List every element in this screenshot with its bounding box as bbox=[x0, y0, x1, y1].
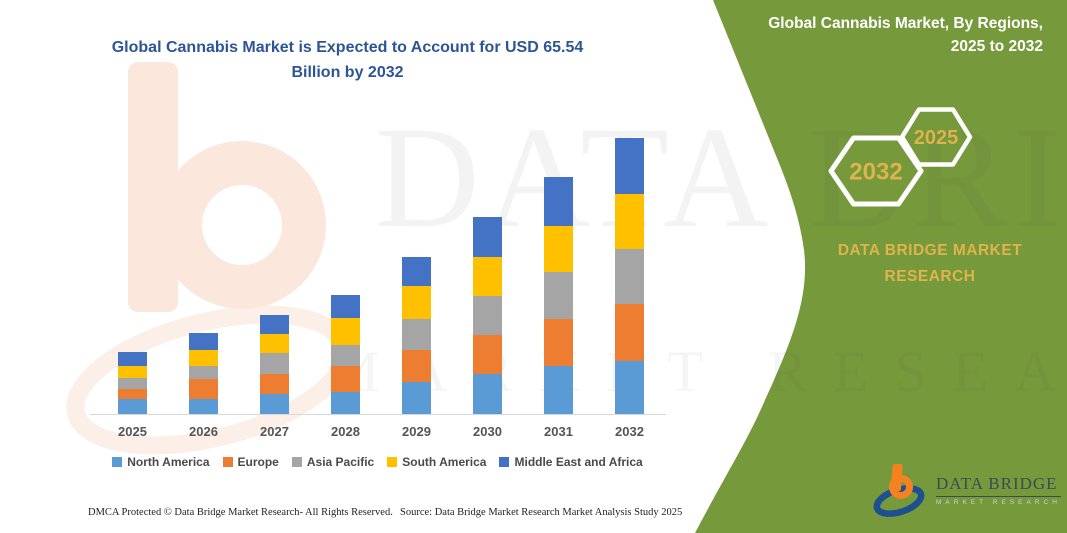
footer-dmca-text: DMCA Protected © Data Bridge Market Rese… bbox=[88, 507, 393, 518]
bar-2027 bbox=[260, 315, 289, 414]
category-label-2026: 2026 bbox=[189, 424, 218, 439]
bar-segment-south-america bbox=[331, 318, 360, 345]
bar-segment-europe bbox=[473, 334, 502, 374]
bar-segment-asia-pacific bbox=[544, 272, 573, 319]
category-label-2025: 2025 bbox=[118, 424, 147, 439]
panel-heading: Global Cannabis Market, By Regions, 2025… bbox=[713, 12, 1043, 59]
bar-segment-south-america bbox=[260, 334, 289, 354]
bar-segment-south-america bbox=[544, 226, 573, 273]
bar-segment-europe bbox=[402, 350, 431, 382]
brand-text-line2: RESEARCH bbox=[884, 268, 976, 286]
category-label-2029: 2029 bbox=[402, 424, 431, 439]
legend-swatch-icon bbox=[291, 457, 302, 467]
bar-segment-middle-east-and-africa bbox=[189, 332, 218, 350]
bar-segment-middle-east-and-africa bbox=[615, 137, 644, 194]
bar-segment-south-america bbox=[118, 365, 147, 379]
hexagon-2032 bbox=[828, 135, 924, 207]
bar-segment-middle-east-and-africa bbox=[118, 352, 147, 366]
legend-item-north-america: North America bbox=[112, 455, 210, 469]
bar-segment-europe bbox=[118, 388, 147, 399]
bar-segment-middle-east-and-africa bbox=[544, 177, 573, 227]
panel-heading-line2: 2025 to 2032 bbox=[950, 38, 1043, 56]
brand-text-line1: DATA BRIDGE MARKET bbox=[837, 242, 1023, 259]
chart-title-line1: Global Cannabis Market is Expected to Ac… bbox=[111, 39, 584, 56]
legend-swatch-icon bbox=[387, 457, 398, 467]
bar-segment-north-america bbox=[402, 381, 431, 414]
chart-title-line2: Billion by 2032 bbox=[291, 63, 404, 81]
bar-segment-middle-east-and-africa bbox=[402, 256, 431, 287]
bar-2029 bbox=[402, 256, 431, 414]
bar-segment-asia-pacific bbox=[189, 365, 218, 380]
legend-label: South America bbox=[402, 455, 487, 469]
bar-2031 bbox=[544, 177, 573, 414]
bar-segment-middle-east-and-africa bbox=[260, 315, 289, 335]
legend-item-europe: Europe bbox=[222, 455, 279, 469]
bar-segment-asia-pacific bbox=[402, 319, 431, 351]
panel-heading-line1: Global Cannabis Market, By Regions, bbox=[768, 15, 1043, 32]
bar-segment-middle-east-and-africa bbox=[473, 217, 502, 257]
bar-2026 bbox=[189, 332, 218, 414]
hexagon-2025-label: 2025 bbox=[914, 127, 959, 149]
bar-segment-north-america bbox=[331, 391, 360, 414]
bar-segment-south-america bbox=[473, 256, 502, 296]
legend-swatch-icon bbox=[499, 457, 510, 467]
dbmr-logo: DATA BRIDGE MARKET RESEARCH bbox=[872, 460, 1061, 518]
bar-segment-south-america bbox=[615, 193, 644, 249]
logo-text-block: DATA BRIDGE MARKET RESEARCH bbox=[936, 474, 1061, 506]
hexagon-2032-label: 2032 bbox=[849, 159, 902, 186]
legend-swatch-icon bbox=[222, 457, 233, 467]
dbmr-b-watermark-icon bbox=[66, 62, 354, 455]
category-label-2030: 2030 bbox=[473, 424, 502, 439]
legend-label: North America bbox=[127, 455, 210, 469]
logo-subtitle: MARKET RESEARCH bbox=[936, 499, 1061, 506]
bar-2030 bbox=[473, 217, 502, 414]
category-label-2028: 2028 bbox=[331, 424, 360, 439]
bar-segment-asia-pacific bbox=[260, 353, 289, 374]
bar-segment-north-america bbox=[615, 360, 644, 414]
legend-item-asia-pacific: Asia Pacific bbox=[291, 455, 375, 469]
footer-source-text: Source: Data Bridge Market Research Mark… bbox=[400, 507, 683, 518]
bar-segment-asia-pacific bbox=[118, 378, 147, 389]
brand-text: DATA BRIDGE MARKET RESEARCH bbox=[800, 238, 1060, 291]
bar-2028 bbox=[331, 295, 360, 414]
bar-segment-north-america bbox=[473, 373, 502, 414]
legend-label: Middle East and Africa bbox=[514, 455, 643, 469]
dbmr-logo-icon bbox=[873, 464, 925, 517]
bar-2025 bbox=[118, 352, 147, 414]
bar-segment-north-america bbox=[118, 398, 147, 414]
bar-segment-asia-pacific bbox=[615, 248, 644, 305]
bar-segment-europe bbox=[331, 365, 360, 392]
legend-swatch-icon bbox=[112, 457, 123, 467]
logo-name: DATA BRIDGE bbox=[936, 474, 1061, 497]
bar-segment-asia-pacific bbox=[473, 295, 502, 335]
bar-segment-south-america bbox=[402, 286, 431, 320]
bar-segment-asia-pacific bbox=[331, 344, 360, 366]
bar-segment-europe bbox=[544, 318, 573, 367]
legend-item-south-america: South America bbox=[387, 455, 486, 469]
bar-segment-europe bbox=[189, 379, 218, 399]
x-axis-line bbox=[90, 414, 666, 415]
legend-label: Asia Pacific bbox=[306, 455, 375, 469]
bar-segment-europe bbox=[615, 304, 644, 361]
legend-item-middle-east-and-africa: Middle East and Africa bbox=[499, 455, 643, 469]
bar-segment-north-america bbox=[189, 398, 218, 414]
category-label-2032: 2032 bbox=[615, 424, 644, 439]
bar-segment-middle-east-and-africa bbox=[331, 295, 360, 319]
bar-segment-south-america bbox=[189, 349, 218, 366]
bar-segment-europe bbox=[260, 373, 289, 394]
legend: North America Europe Asia Pacific South Ame… bbox=[85, 455, 670, 469]
bar-2032 bbox=[615, 137, 644, 414]
category-label-2027: 2027 bbox=[260, 424, 289, 439]
legend-label: Europe bbox=[237, 455, 279, 469]
bar-segment-north-america bbox=[544, 366, 573, 414]
chart-title: Global Cannabis Market is Expected to Ac… bbox=[85, 36, 610, 86]
bar-segment-north-america bbox=[260, 393, 289, 414]
category-label-2031: 2031 bbox=[544, 424, 573, 439]
